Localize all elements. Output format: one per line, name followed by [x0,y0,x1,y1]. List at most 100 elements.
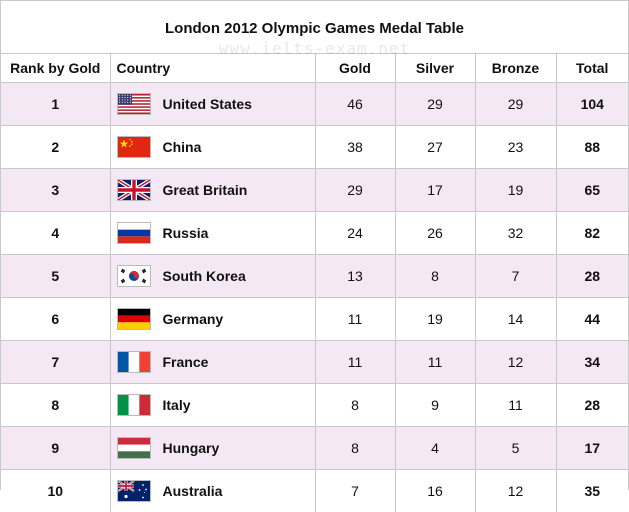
country-cell: Great Britain [110,169,315,212]
australia-flag-icon [117,480,151,502]
bronze-cell: 19 [475,169,556,212]
gold-cell: 24 [315,212,395,255]
rank-cell: 7 [1,341,110,384]
germany-flag-icon [117,308,151,330]
bronze-cell: 32 [475,212,556,255]
rank-cell: 8 [1,384,110,427]
total-cell: 34 [556,341,628,384]
country-name: Germany [163,311,224,327]
rank-cell: 10 [1,470,110,512]
france-flag-icon [117,351,151,373]
table-row: 10 Australia 7 16 12 35 [1,470,628,512]
china-flag-icon [117,136,151,158]
header-gold: Gold [315,54,395,83]
silver-cell: 4 [395,427,475,470]
header-country: Country [110,54,315,83]
silver-cell: 16 [395,470,475,512]
table-row: 6 Germany 11 19 14 44 [1,298,628,341]
country-cell: Germany [110,298,315,341]
total-cell: 17 [556,427,628,470]
gold-cell: 46 [315,83,395,126]
country-name: Great Britain [163,182,248,198]
total-cell: 28 [556,384,628,427]
us-flag-icon [117,93,151,115]
total-cell: 28 [556,255,628,298]
country-name: Australia [163,483,223,499]
table-row: 7 France 11 11 12 34 [1,341,628,384]
rank-cell: 5 [1,255,110,298]
bronze-cell: 11 [475,384,556,427]
watermark: www.ielts-exam.net [1,39,628,58]
header-rank: Rank by Gold [1,54,110,83]
total-cell: 44 [556,298,628,341]
country-cell: Hungary [110,427,315,470]
table-body: 1 United States 46 29 29 104 2 China 38 … [1,83,628,512]
uk-flag-icon [117,179,151,201]
bronze-cell: 12 [475,341,556,384]
silver-cell: 19 [395,298,475,341]
table-row: 2 China 38 27 23 88 [1,126,628,169]
table-row: 4 Russia 24 26 32 82 [1,212,628,255]
header-row: Rank by Gold Country Gold Silver Bronze … [1,54,628,83]
country-name: China [163,139,202,155]
header-bronze: Bronze [475,54,556,83]
bronze-cell: 29 [475,83,556,126]
silver-cell: 26 [395,212,475,255]
table-row: 9 Hungary 8 4 5 17 [1,427,628,470]
total-cell: 35 [556,470,628,512]
silver-cell: 27 [395,126,475,169]
country-cell: France [110,341,315,384]
gold-cell: 7 [315,470,395,512]
bronze-cell: 5 [475,427,556,470]
bronze-cell: 7 [475,255,556,298]
total-cell: 88 [556,126,628,169]
silver-cell: 29 [395,83,475,126]
country-cell: United States [110,83,315,126]
bronze-cell: 12 [475,470,556,512]
rank-cell: 4 [1,212,110,255]
bronze-cell: 14 [475,298,556,341]
country-name: France [163,354,209,370]
gold-cell: 11 [315,341,395,384]
country-name: South Korea [163,268,246,284]
country-name: United States [163,96,252,112]
silver-cell: 8 [395,255,475,298]
rank-cell: 6 [1,298,110,341]
silver-cell: 17 [395,169,475,212]
rank-cell: 1 [1,83,110,126]
medal-table: Rank by Gold Country Gold Silver Bronze … [1,54,628,512]
country-cell: China [110,126,315,169]
country-name: Italy [163,397,191,413]
gold-cell: 11 [315,298,395,341]
russia-flag-icon [117,222,151,244]
gold-cell: 13 [315,255,395,298]
gold-cell: 38 [315,126,395,169]
table-row: 5 South Korea 13 8 7 28 [1,255,628,298]
country-name: Hungary [163,440,220,456]
country-cell: South Korea [110,255,315,298]
country-name: Russia [163,225,209,241]
header-silver: Silver [395,54,475,83]
table-row: 3 Great Britain 29 17 19 65 [1,169,628,212]
country-cell: Australia [110,470,315,512]
country-cell: Italy [110,384,315,427]
silver-cell: 9 [395,384,475,427]
gold-cell: 8 [315,427,395,470]
gold-cell: 29 [315,169,395,212]
italy-flag-icon [117,394,151,416]
table-row: 8 Italy 8 9 11 28 [1,384,628,427]
hungary-flag-icon [117,437,151,459]
total-cell: 104 [556,83,628,126]
country-cell: Russia [110,212,315,255]
table-row: 1 United States 46 29 29 104 [1,83,628,126]
medal-table-figure: London 2012 Olympic Games Medal Table ww… [0,0,629,490]
gold-cell: 8 [315,384,395,427]
total-cell: 82 [556,212,628,255]
bronze-cell: 23 [475,126,556,169]
header-total: Total [556,54,628,83]
rank-cell: 9 [1,427,110,470]
silver-cell: 11 [395,341,475,384]
rank-cell: 2 [1,126,110,169]
total-cell: 65 [556,169,628,212]
rank-cell: 3 [1,169,110,212]
